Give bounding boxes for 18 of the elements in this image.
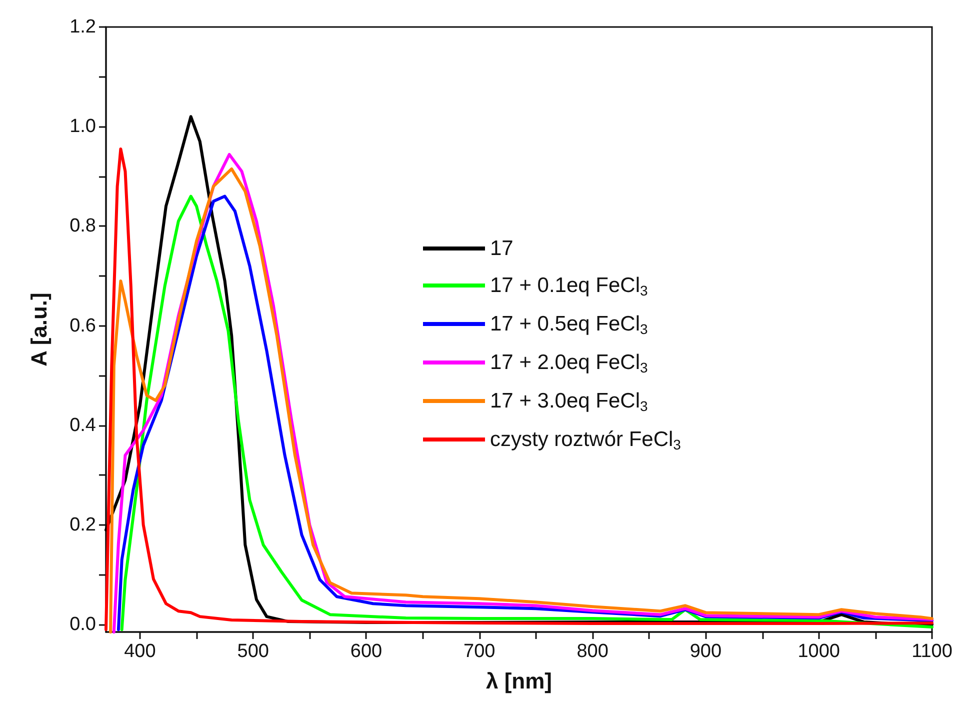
x-tick-label: 1100 [912, 641, 952, 662]
y-tick-label: 1.0 [70, 116, 96, 138]
x-tick-label: 500 [237, 641, 269, 662]
legend-label: 17 [490, 237, 514, 260]
x-tick-label: 700 [464, 641, 496, 662]
y-axis-title: A [a.u.] [26, 292, 52, 366]
y-tick-label: 0.2 [70, 514, 96, 536]
x-tick-label: 1000 [798, 641, 840, 662]
x-tick-label: 800 [576, 641, 608, 662]
x-tick-label: 900 [690, 641, 722, 662]
y-tick-label: 0.0 [70, 614, 96, 636]
x-tick-label: 600 [350, 641, 382, 662]
y-tick-label: 1.2 [70, 16, 96, 38]
x-tick-label: 400 [124, 641, 156, 662]
y-tick-label: 0.4 [70, 414, 96, 436]
x-axis-title: λ [nm] [486, 668, 552, 694]
y-tick-label: 0.6 [70, 315, 96, 336]
y-tick-label: 0.8 [70, 216, 96, 237]
